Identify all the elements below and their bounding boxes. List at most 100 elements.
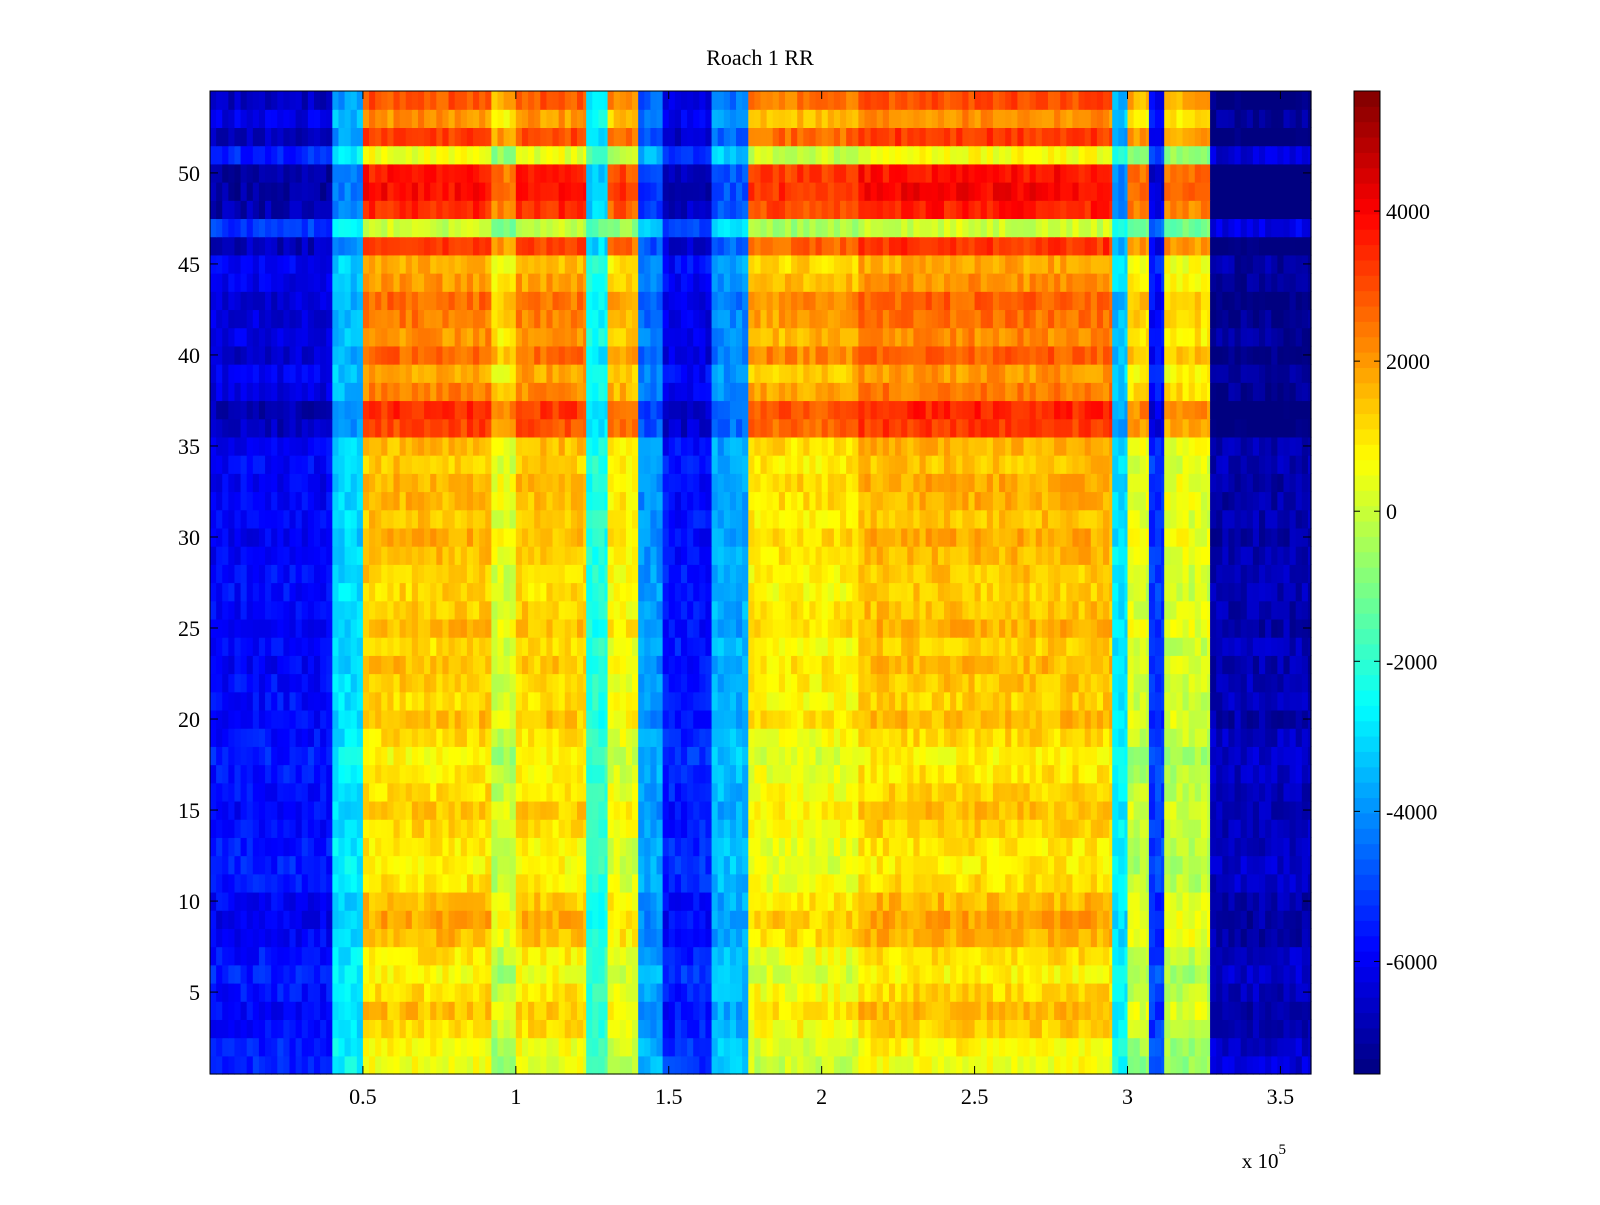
heatmap-cell — [974, 582, 982, 602]
heatmap-cell — [748, 709, 755, 729]
heatmap-cell — [1133, 873, 1141, 893]
heatmap-cell — [815, 764, 823, 784]
heatmap-cell — [1216, 946, 1223, 966]
heatmap-cell — [1072, 655, 1080, 675]
heatmap-cell — [338, 837, 346, 857]
heatmap-cell — [607, 891, 615, 911]
heatmap-cell — [344, 728, 352, 747]
heatmap-cell — [577, 1055, 584, 1075]
heatmap-cell — [925, 655, 933, 675]
heatmap-cell — [528, 728, 535, 747]
heatmap-cell — [497, 582, 505, 602]
heatmap-cell — [1078, 946, 1086, 966]
heatmap-cell — [283, 582, 291, 602]
heatmap-cell — [754, 600, 762, 620]
heatmap-cell — [999, 946, 1006, 966]
heatmap-cell — [1240, 764, 1248, 784]
heatmap-cell — [1307, 746, 1312, 766]
heatmap-cell — [326, 837, 333, 857]
heatmap-cell — [442, 746, 450, 766]
heatmap-cell — [234, 982, 242, 1002]
heatmap-cell — [803, 1001, 811, 1020]
heatmap-cell — [944, 709, 951, 729]
heatmap-cell — [1118, 837, 1126, 857]
heatmap-cell — [1023, 928, 1031, 948]
heatmap-cell — [748, 746, 755, 766]
heatmap-cell — [1210, 873, 1217, 893]
heatmap-cell — [491, 691, 499, 711]
heatmap-cell — [1289, 618, 1297, 638]
heatmap-cell — [1277, 910, 1285, 929]
heatmap-cell — [1029, 891, 1037, 911]
heatmap-cell — [1283, 873, 1291, 893]
heatmap-cell — [1096, 673, 1104, 693]
heatmap-cell — [1240, 618, 1248, 638]
heatmap-cell — [986, 982, 994, 1002]
heatmap-cell — [326, 982, 333, 1002]
heatmap-cell — [252, 1037, 260, 1057]
heatmap-cell — [992, 1001, 1000, 1020]
heatmap-cell — [895, 855, 902, 875]
heatmap-cell — [399, 637, 407, 656]
heatmap-cell — [473, 782, 480, 802]
heatmap-cell — [604, 655, 609, 675]
heatmap-cell — [974, 1037, 982, 1057]
heatmap-cell — [778, 873, 786, 893]
heatmap-cell — [766, 637, 774, 656]
heatmap-cell — [1041, 982, 1049, 1002]
heatmap-cell — [1252, 673, 1260, 693]
heatmap-cell — [992, 928, 1000, 948]
heatmap-cell — [454, 1055, 462, 1075]
heatmap-cell — [1176, 891, 1184, 911]
heatmap-cell — [736, 600, 743, 620]
heatmap-cell — [944, 1055, 951, 1075]
heatmap-cell — [1090, 964, 1098, 984]
heatmap-cell — [668, 1019, 676, 1039]
heatmap-cell — [784, 873, 792, 893]
heatmap-cell — [1090, 1001, 1098, 1020]
heatmap-cell — [320, 746, 327, 766]
heatmap-cell — [1194, 691, 1202, 711]
heatmap-cell — [320, 691, 327, 711]
heatmap-cell — [558, 964, 566, 984]
heatmap-cell — [742, 964, 749, 984]
heatmap-cell — [509, 582, 517, 602]
heatmap-cell — [320, 1019, 327, 1039]
heatmap-cell — [784, 673, 792, 693]
heatmap-cell — [1084, 928, 1092, 948]
heatmap-cell — [1200, 728, 1208, 747]
heatmap-cell — [1200, 582, 1208, 602]
heatmap-cell — [625, 855, 633, 875]
heatmap-cell — [882, 655, 890, 675]
heatmap-cell — [592, 1019, 600, 1039]
heatmap-cell — [240, 982, 248, 1002]
heatmap-cell — [1084, 910, 1092, 929]
heatmap-cell — [491, 928, 499, 948]
heatmap-cell — [1234, 855, 1242, 875]
heatmap-cell — [607, 873, 615, 893]
heatmap-cell — [870, 728, 878, 747]
heatmap-cell — [295, 910, 303, 929]
heatmap-cell — [644, 691, 651, 711]
heatmap-cell — [974, 709, 982, 729]
heatmap-cell — [1090, 946, 1098, 966]
heatmap-cell — [1228, 910, 1236, 929]
heatmap-cell — [1084, 982, 1092, 1002]
heatmap-cell — [1277, 946, 1285, 966]
heatmap-cell — [950, 855, 957, 875]
heatmap-cell — [717, 728, 725, 747]
heatmap-cell — [968, 1055, 976, 1075]
heatmap-cell — [999, 1055, 1006, 1075]
heatmap-cell — [791, 764, 798, 784]
heatmap-cell — [283, 1019, 291, 1039]
heatmap-cell — [840, 891, 847, 911]
heatmap-cell — [1295, 1055, 1303, 1075]
heatmap-cell — [479, 691, 486, 711]
heatmap-cell — [931, 1055, 939, 1075]
heatmap-cell — [1295, 600, 1303, 620]
heatmap-cell — [1265, 600, 1272, 620]
heatmap-cell — [234, 746, 242, 766]
heatmap-cell — [271, 982, 278, 1002]
heatmap-cell — [833, 746, 841, 766]
heatmap-cell — [644, 746, 651, 766]
